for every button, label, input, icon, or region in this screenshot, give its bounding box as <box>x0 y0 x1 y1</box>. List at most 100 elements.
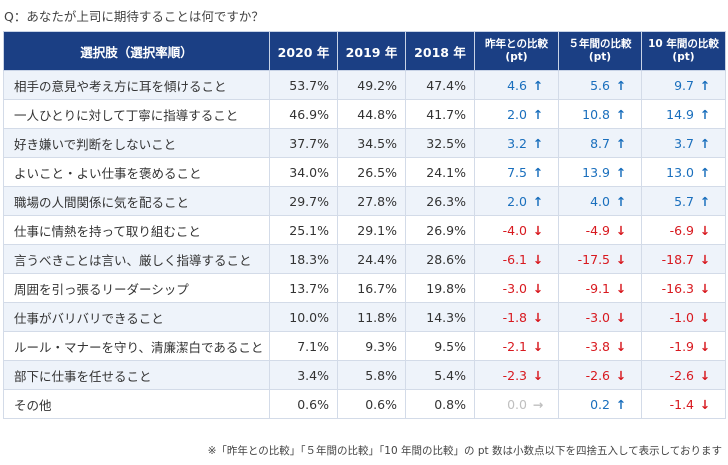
diff-1yr-value: -6.1 <box>502 251 527 267</box>
arrow-down-icon: ↓ <box>699 396 711 412</box>
value-2018: 14.3% <box>405 302 475 332</box>
arrow-up-icon: ↑ <box>532 193 544 209</box>
value-2018: 32.5% <box>405 128 475 158</box>
arrow-down-icon: ↓ <box>699 338 711 354</box>
value-2018: 26.9% <box>405 215 475 245</box>
arrow-up-icon: ↑ <box>532 106 544 122</box>
diff-10yr-cell: -1.0 ↓ <box>641 302 726 332</box>
header-diff-1yr-title: 昨年との比較 <box>485 38 548 50</box>
diff-5yr-value: -3.8 <box>585 338 610 354</box>
diff-1yr-value: -2.1 <box>502 338 527 354</box>
diff-10yr-value: -2.6 <box>669 367 694 383</box>
arrow-down-icon: ↓ <box>532 222 544 238</box>
arrow-down-icon: ↓ <box>699 367 711 383</box>
option-label: よいこと・よい仕事を褒めること <box>3 157 270 187</box>
option-label: 職場の人間関係に気を配ること <box>3 186 270 216</box>
arrow-up-icon: ↑ <box>532 164 544 180</box>
table-row: 周囲を引っ張るリーダーシップ 13.7% 16.7% 19.8% -3.0 ↓ -9.1 ↓ -… <box>3 273 726 303</box>
option-label: 仕事に情熱を持って取り組むこと <box>3 215 270 245</box>
diff-1yr-cell: 0.0 → <box>474 389 559 419</box>
value-2019: 49.2% <box>337 70 406 100</box>
diff-5yr-cell: 5.6 ↑ <box>558 70 642 100</box>
arrow-down-icon: ↓ <box>532 251 544 267</box>
diff-5yr-value: 10.8 <box>582 106 610 122</box>
diff-10yr-value: -16.3 <box>661 280 694 296</box>
diff-10yr-value: 5.7 <box>674 193 694 209</box>
value-2018: 0.8% <box>405 389 475 419</box>
header-2020: 2020 年 <box>269 31 338 71</box>
value-2020: 10.0% <box>269 302 338 332</box>
diff-5yr-cell: -2.6 ↓ <box>558 360 642 390</box>
diff-1yr-value: 7.5 <box>507 164 527 180</box>
diff-10yr-value: 9.7 <box>674 77 694 93</box>
arrow-flat-icon: → <box>532 396 544 412</box>
diff-5yr-value: -2.6 <box>585 367 610 383</box>
value-2018: 19.8% <box>405 273 475 303</box>
diff-1yr-cell: -2.1 ↓ <box>474 331 559 361</box>
diff-1yr-cell: 3.2 ↑ <box>474 128 559 158</box>
diff-10yr-cell: 14.9 ↑ <box>641 99 726 129</box>
diff-10yr-value: 3.7 <box>674 135 694 151</box>
diff-1yr-cell: -6.1 ↓ <box>474 244 559 274</box>
header-2018: 2018 年 <box>405 31 475 71</box>
table-row: 言うべきことは言い、厳しく指導すること 18.3% 24.4% 28.6% -6.1 ↓ -… <box>3 244 726 274</box>
arrow-down-icon: ↓ <box>532 367 544 383</box>
option-label: 好き嫌いで判断をしないこと <box>3 128 270 158</box>
value-2018: 26.3% <box>405 186 475 216</box>
diff-10yr-cell: -1.9 ↓ <box>641 331 726 361</box>
option-label: 一人ひとりに対して丁寧に指導すること <box>3 99 270 129</box>
diff-10yr-value: -18.7 <box>661 251 694 267</box>
diff-5yr-cell: 8.7 ↑ <box>558 128 642 158</box>
diff-10yr-cell: -16.3 ↓ <box>641 273 726 303</box>
diff-1yr-cell: 2.0 ↑ <box>474 99 559 129</box>
diff-10yr-value: -6.9 <box>669 222 694 238</box>
diff-1yr-value: -1.8 <box>502 309 527 325</box>
arrow-up-icon: ↑ <box>615 164 627 180</box>
header-diff-10yr-title: 10 年間の比較 <box>648 38 719 50</box>
diff-1yr-cell: -3.0 ↓ <box>474 273 559 303</box>
value-2019: 44.8% <box>337 99 406 129</box>
diff-1yr-value: -3.0 <box>502 280 527 296</box>
table-row: よいこと・よい仕事を褒めること 34.0% 26.5% 24.1% 7.5 ↑ 13.9 ↑ 1… <box>3 157 726 187</box>
diff-1yr-cell: 2.0 ↑ <box>474 186 559 216</box>
header-diff-1yr: 昨年との比較 (pt) <box>474 31 559 71</box>
arrow-up-icon: ↑ <box>699 193 711 209</box>
arrow-down-icon: ↓ <box>615 338 627 354</box>
arrow-down-icon: ↓ <box>532 309 544 325</box>
value-2019: 5.8% <box>337 360 406 390</box>
diff-5yr-cell: -9.1 ↓ <box>558 273 642 303</box>
diff-10yr-value: -1.0 <box>669 309 694 325</box>
arrow-up-icon: ↑ <box>699 77 711 93</box>
arrow-up-icon: ↑ <box>699 106 711 122</box>
header-diff-5yr-unit: (pt) <box>588 51 612 63</box>
arrow-up-icon: ↑ <box>699 135 711 151</box>
arrow-down-icon: ↓ <box>615 251 627 267</box>
value-2019: 16.7% <box>337 273 406 303</box>
value-2019: 34.5% <box>337 128 406 158</box>
table-row: 好き嫌いで判断をしないこと 37.7% 34.5% 32.5% 3.2 ↑ 8.7 ↑ 3.7 ↑ <box>3 128 726 158</box>
option-label: 周囲を引っ張るリーダーシップ <box>3 273 270 303</box>
diff-1yr-cell: -2.3 ↓ <box>474 360 559 390</box>
option-label: 相手の意見や考え方に耳を傾けること <box>3 70 270 100</box>
arrow-up-icon: ↑ <box>699 164 711 180</box>
diff-10yr-cell: 3.7 ↑ <box>641 128 726 158</box>
value-2018: 47.4% <box>405 70 475 100</box>
arrow-up-icon: ↑ <box>615 135 627 151</box>
diff-5yr-value: 13.9 <box>582 164 610 180</box>
header-option: 選択肢（選択率順） <box>3 31 270 71</box>
value-2019: 11.8% <box>337 302 406 332</box>
header-row: 選択肢（選択率順） 2020 年 2019 年 2018 年 昨年との比較 (p… <box>3 31 726 71</box>
diff-1yr-cell: -4.0 ↓ <box>474 215 559 245</box>
option-label: 仕事がバリバリできること <box>3 302 270 332</box>
header-diff-10yr: 10 年間の比較 (pt) <box>641 31 726 71</box>
value-2019: 0.6% <box>337 389 406 419</box>
value-2020: 25.1% <box>269 215 338 245</box>
diff-5yr-value: 0.2 <box>590 396 610 412</box>
table-row: 仕事に情熱を持って取り組むこと 25.1% 29.1% 26.9% -4.0 ↓ -4.9 ↓… <box>3 215 726 245</box>
table-body: 相手の意見や考え方に耳を傾けること 53.7% 49.2% 47.4% 4.6 ↑ 5.6 ↑… <box>3 70 726 419</box>
header-diff-5yr-title: ５年間の比較 <box>568 38 632 50</box>
arrow-down-icon: ↓ <box>615 222 627 238</box>
arrow-up-icon: ↑ <box>532 135 544 151</box>
value-2018: 5.4% <box>405 360 475 390</box>
diff-10yr-cell: -18.7 ↓ <box>641 244 726 274</box>
